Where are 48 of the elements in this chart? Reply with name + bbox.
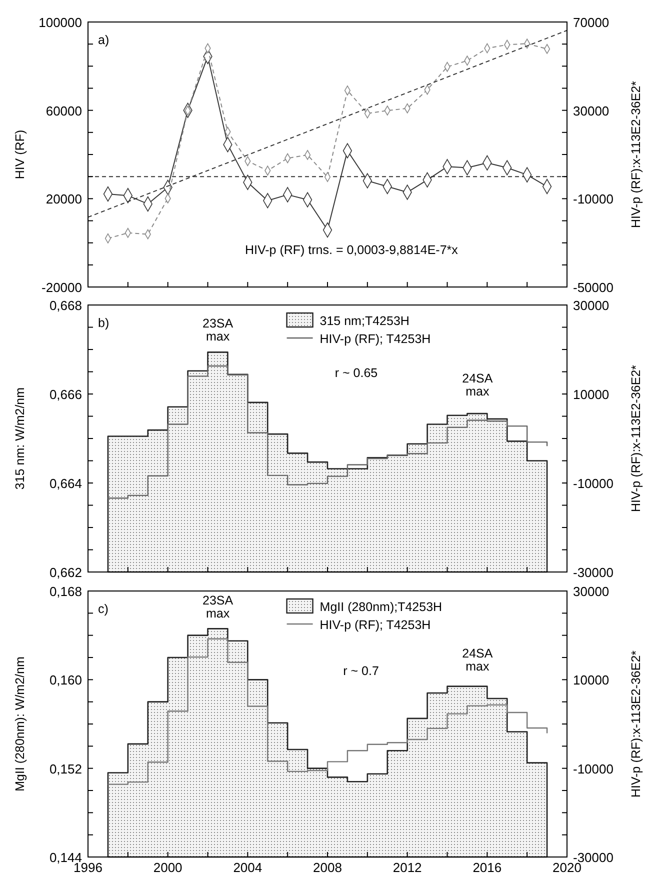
annotation: 23SA max — [202, 316, 234, 344]
annotation: r ~ 0.65 — [334, 366, 378, 380]
y-tick-label: 0,152 — [49, 761, 82, 776]
y-tick-label: -20000 — [42, 280, 82, 295]
y2-tick-label: -30000 — [573, 565, 614, 580]
y-tick-label: 0,666 — [49, 387, 82, 402]
x-tick-label: 2008 — [313, 860, 342, 875]
y2-tick-label: 70000 — [573, 15, 610, 30]
y2-tick-label: -50000 — [573, 280, 614, 295]
y2-tick-label: 30000 — [573, 103, 610, 118]
y-tick-label: 0,668 — [49, 298, 82, 313]
y-tick-label: 0,664 — [49, 476, 82, 491]
y2-axis-title: HIV-p (RF):x-113E2-36E2* — [629, 364, 643, 512]
y-axis-title: HIV (RF) — [13, 130, 27, 180]
y2-tick-label: -10000 — [573, 761, 614, 776]
annotation: 23SA max — [202, 593, 234, 620]
legend-label: HIV-p (RF); T4253H — [320, 332, 431, 346]
text: c) — [98, 602, 108, 616]
annotation: HIV-p (RF) trns. = 0,0003-9,8814E-7*x — [244, 242, 459, 257]
y-tick-label: 0,168 — [49, 584, 82, 599]
x-tick-label: 2004 — [233, 860, 262, 875]
text: b) — [98, 316, 110, 330]
point — [324, 172, 331, 182]
y2-tick-label: -10000 — [573, 192, 614, 207]
legend-label: HIV-p (RF); T4253H — [320, 618, 431, 632]
y-tick-label: 0,160 — [49, 672, 82, 688]
y-tick-label: 0,662 — [49, 565, 82, 580]
x-tick-label: 2000 — [153, 860, 182, 875]
y-axis-title: MgII (280nm): W/m2/nm — [13, 656, 27, 792]
y2-tick-label: 30000 — [573, 298, 610, 313]
annotation: 24SA max — [462, 371, 494, 398]
y-tick-label: 60000 — [46, 103, 82, 118]
y2-tick-label: 10000 — [573, 387, 610, 402]
y2-tick-label: 10000 — [573, 672, 610, 688]
text: a) — [98, 33, 110, 47]
y2-axis-title: HIV-p (RF):x-113E2-36E2* — [629, 80, 643, 228]
annotation: 24SA max — [462, 646, 494, 674]
y-tick-label: 20000 — [46, 192, 82, 207]
y2-axis-title: HIV-p (RF):x-113E2-36E2* — [629, 650, 643, 798]
legend-label: MgII (280nm);T4253H — [320, 600, 442, 614]
x-tick-label: 2016 — [472, 860, 502, 875]
y-axis-title: 315 nm: W/m2/nm — [13, 387, 27, 490]
y-tick-label: 100000 — [38, 15, 82, 30]
legend-label: 315 nm;T4253H — [320, 314, 410, 328]
y2-tick-label: -10000 — [573, 476, 614, 491]
x-tick-label: 2012 — [392, 860, 422, 875]
annotation: r ~ 0.7 — [343, 664, 379, 678]
y2-tick-label: 30000 — [573, 584, 610, 599]
